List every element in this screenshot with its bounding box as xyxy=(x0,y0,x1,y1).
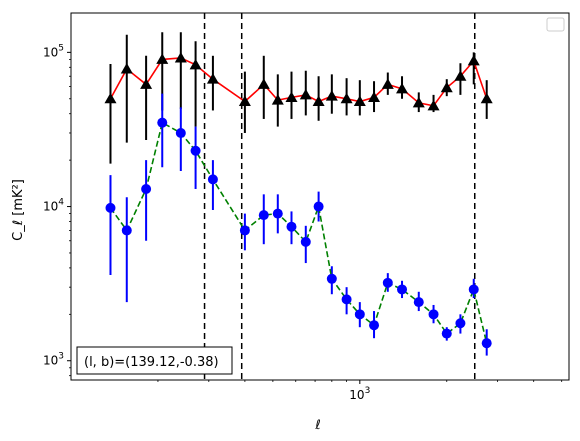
data-point-circle xyxy=(428,309,439,320)
data-point-triangle xyxy=(454,70,467,81)
data-point-triangle xyxy=(238,95,251,107)
data-point-triangle xyxy=(427,99,440,111)
x-tick-label: 103 xyxy=(349,386,370,402)
data-point-circle xyxy=(239,225,250,236)
data-point-triangle xyxy=(174,51,187,63)
data-point-circle xyxy=(190,145,201,156)
data-point-circle xyxy=(141,183,152,194)
data-point-circle xyxy=(258,210,269,221)
series-2 xyxy=(105,93,492,356)
data-point-circle xyxy=(413,297,424,308)
data-point-triangle xyxy=(257,78,270,89)
data-point-triangle xyxy=(140,78,153,89)
vertical-lines xyxy=(203,13,476,380)
data-point-triangle xyxy=(396,82,409,94)
data-point-circle xyxy=(369,320,380,331)
annotation: (l, b)=(139.12,-0.38) xyxy=(76,346,233,375)
y-axis-label: C_ℓ [mK²] xyxy=(11,179,26,241)
data-point-triangle xyxy=(104,92,117,104)
y-tick-label: 105 xyxy=(43,43,64,59)
data-point-circle xyxy=(121,225,132,236)
data-point-triangle xyxy=(353,95,366,107)
data-point-triangle xyxy=(206,73,219,84)
data-point-triangle xyxy=(120,62,133,74)
data-point-circle xyxy=(397,284,408,295)
data-point-triangle xyxy=(299,88,312,100)
data-point-triangle xyxy=(480,92,493,104)
data-point-circle xyxy=(313,201,324,212)
data-point-triangle xyxy=(340,92,353,104)
legend-box xyxy=(546,17,565,32)
series-1 xyxy=(104,32,493,164)
data-point-circle xyxy=(272,208,283,219)
data-point-triangle xyxy=(467,54,480,66)
plot-frame xyxy=(70,12,570,381)
data-point-triangle xyxy=(440,81,453,93)
data-point-circle xyxy=(354,309,365,320)
data-point-circle xyxy=(157,117,168,128)
data-point-circle xyxy=(481,338,492,349)
data-point-triangle xyxy=(156,53,169,64)
annotation-text: (l, b)=(139.12,-0.38) xyxy=(84,355,219,370)
data-point-triangle xyxy=(368,91,381,102)
data-point-circle xyxy=(341,294,352,305)
data-point-triangle xyxy=(189,58,202,70)
annotation-box xyxy=(76,346,233,375)
y-tick-label: 103 xyxy=(43,352,64,368)
data-point-triangle xyxy=(412,96,425,108)
series-layer xyxy=(104,32,493,356)
x-axis-label: ℓ xyxy=(314,418,320,433)
data-point-triangle xyxy=(285,91,298,102)
data-point-circle xyxy=(175,127,186,138)
data-point-circle xyxy=(207,174,218,185)
ticks-layer: 103 103 104 105 xyxy=(43,43,563,402)
data-point-circle xyxy=(326,273,337,284)
data-point-triangle xyxy=(381,78,394,89)
y-tick-label: 104 xyxy=(43,198,64,214)
data-point-circle xyxy=(382,277,393,288)
data-point-circle xyxy=(286,221,297,232)
data-point-triangle xyxy=(271,94,284,105)
data-point-circle xyxy=(105,202,116,213)
data-point-circle xyxy=(441,328,452,339)
plot-background xyxy=(71,13,569,380)
data-point-triangle xyxy=(325,90,338,101)
data-point-circle xyxy=(468,284,479,295)
data-point-circle xyxy=(300,236,311,247)
data-point-triangle xyxy=(312,95,325,107)
data-point-circle xyxy=(455,318,466,329)
